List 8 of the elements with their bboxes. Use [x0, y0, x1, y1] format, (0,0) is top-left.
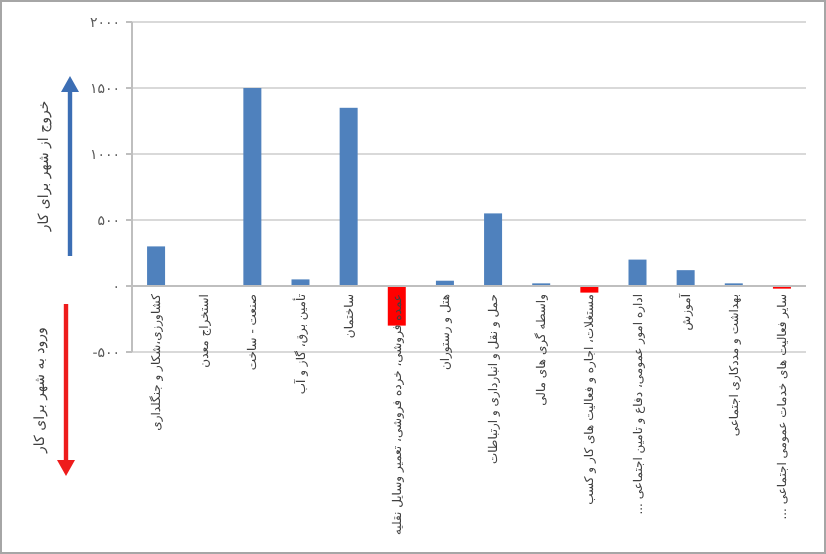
bar [484, 213, 503, 286]
bar [580, 286, 599, 293]
bar [628, 259, 647, 286]
bar [243, 88, 262, 286]
bar [676, 270, 695, 286]
bar [339, 107, 358, 286]
bar [291, 279, 310, 286]
bar [147, 246, 166, 286]
